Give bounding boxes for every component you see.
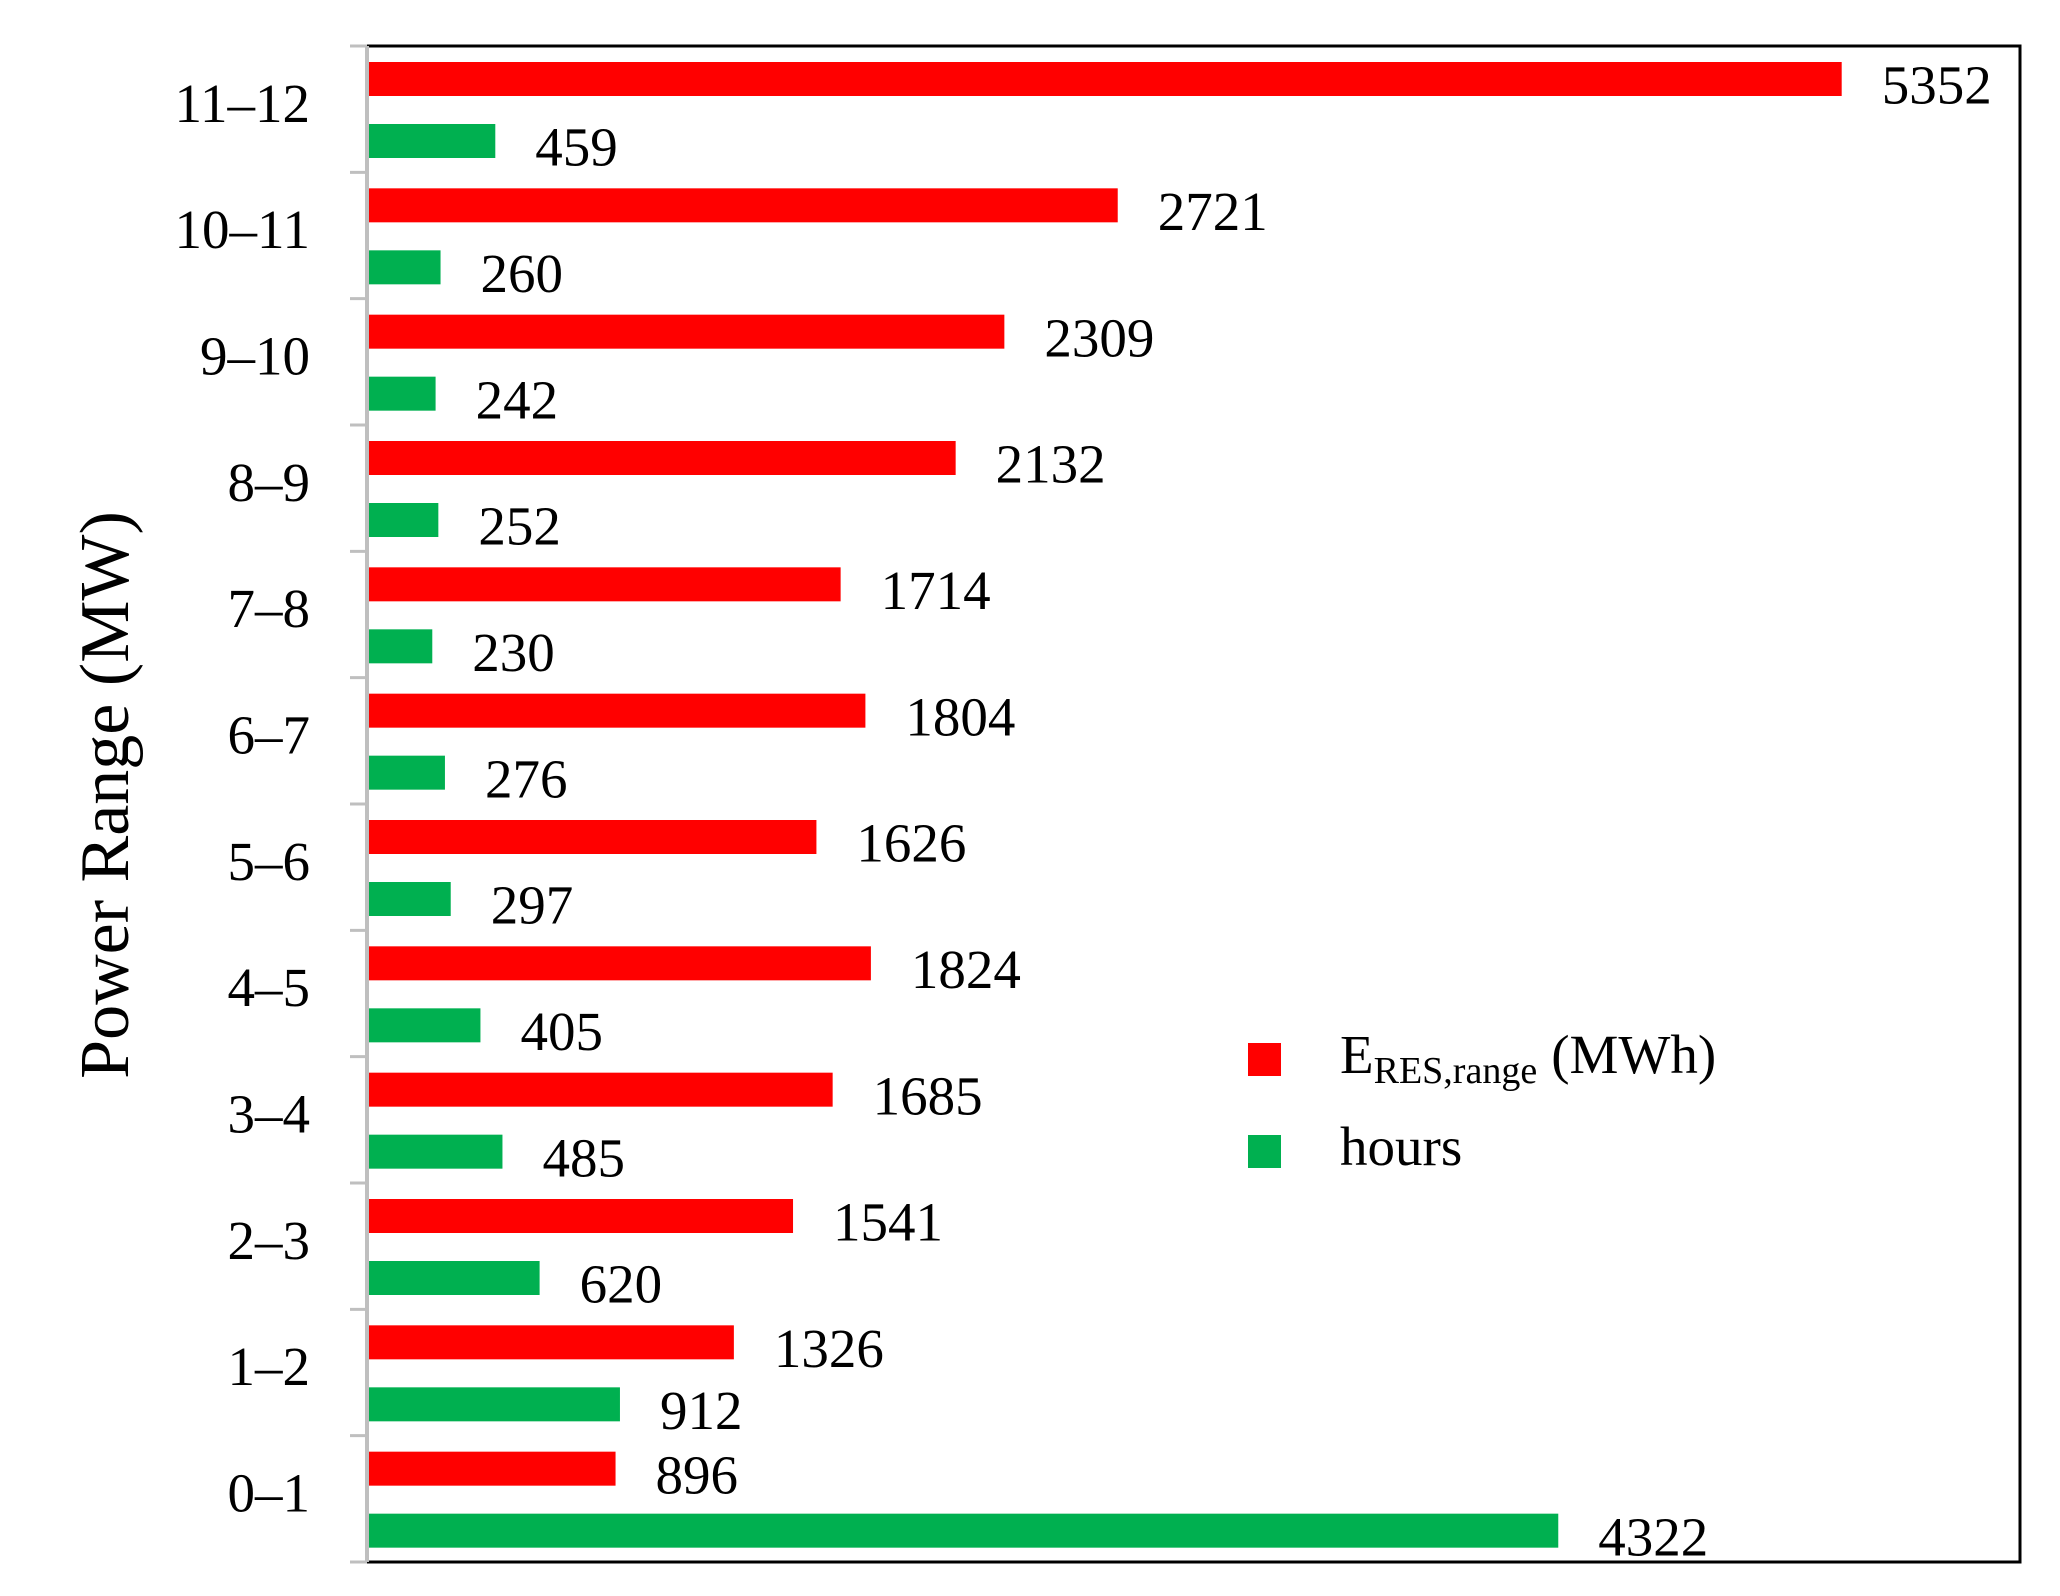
- y-tick-label: 11–12: [175, 73, 310, 134]
- legend-text-part: (MWh): [1551, 1024, 1716, 1085]
- data-label: 1804: [905, 686, 1015, 747]
- data-label: 276: [485, 748, 568, 809]
- legend-swatch: [1248, 1135, 1281, 1168]
- y-axis-title: Power Range (MW): [67, 511, 144, 1079]
- data-label: 4322: [1598, 1506, 1708, 1567]
- data-label: 1714: [881, 560, 991, 621]
- bar: [369, 629, 433, 664]
- y-tick-label: 3–4: [228, 1083, 311, 1144]
- data-label: 912: [660, 1380, 743, 1441]
- data-label: 1541: [833, 1192, 943, 1253]
- data-label: 1824: [911, 939, 1021, 1000]
- bar: [369, 693, 866, 728]
- bar: [369, 755, 445, 790]
- bar: [369, 1072, 833, 1107]
- data-label: 620: [580, 1254, 663, 1315]
- bar: [369, 1008, 481, 1043]
- data-label: 459: [535, 117, 618, 178]
- data-label: 1326: [774, 1318, 884, 1379]
- bar: [369, 250, 441, 285]
- data-label: 896: [656, 1444, 739, 1505]
- data-label: 242: [476, 369, 559, 430]
- bar: [369, 1325, 734, 1360]
- bar: [369, 441, 956, 475]
- y-tick-label: 6–7: [228, 704, 311, 765]
- data-label: 260: [481, 243, 564, 304]
- legend-text-part: RES,range: [1374, 1050, 1538, 1092]
- data-label: 5352: [1882, 55, 1992, 116]
- bar: [369, 188, 1118, 223]
- y-tick-label: 10–11: [175, 199, 310, 260]
- data-label: 2721: [1158, 181, 1268, 242]
- bar: [369, 567, 841, 602]
- legend-swatch: [1248, 1043, 1281, 1076]
- y-tick-label: 2–3: [228, 1210, 311, 1271]
- data-label: 297: [491, 875, 574, 936]
- bar: [369, 1451, 616, 1486]
- bar: [369, 1513, 1559, 1548]
- legend-label: hours: [1340, 1116, 1462, 1177]
- data-label: 230: [472, 622, 555, 683]
- legend-text-part: hours: [1340, 1116, 1462, 1177]
- bar: [369, 314, 1005, 349]
- y-tick-label: 9–10: [200, 325, 310, 386]
- data-label: 485: [542, 1127, 625, 1188]
- y-tick-label: 8–9: [228, 452, 311, 513]
- bar: [369, 62, 1842, 96]
- bar: [369, 882, 451, 916]
- bar: [369, 1199, 794, 1233]
- bar: [369, 1134, 503, 1169]
- bar: [369, 124, 496, 158]
- bar: [369, 1387, 620, 1422]
- data-label: 1626: [856, 813, 966, 874]
- y-tick-label: 0–1: [228, 1462, 311, 1523]
- data-label: 405: [520, 1001, 603, 1062]
- y-tick-label: 4–5: [228, 957, 311, 1018]
- bar: [369, 1261, 540, 1295]
- y-tick-label: 7–8: [228, 578, 311, 639]
- bar: [369, 946, 871, 981]
- y-tick-label: 1–2: [228, 1336, 311, 1397]
- bar: [369, 503, 439, 537]
- data-label: 1685: [873, 1065, 983, 1126]
- bar: [369, 820, 817, 854]
- data-label: 2309: [1044, 307, 1154, 368]
- data-label: 252: [478, 496, 561, 557]
- bar: [369, 376, 436, 411]
- data-label: 2132: [996, 434, 1106, 495]
- y-tick-label: 5–6: [228, 831, 311, 892]
- legend-text-part: E: [1340, 1024, 1374, 1085]
- legend-label: ERES,range (MWh): [1340, 1024, 1716, 1092]
